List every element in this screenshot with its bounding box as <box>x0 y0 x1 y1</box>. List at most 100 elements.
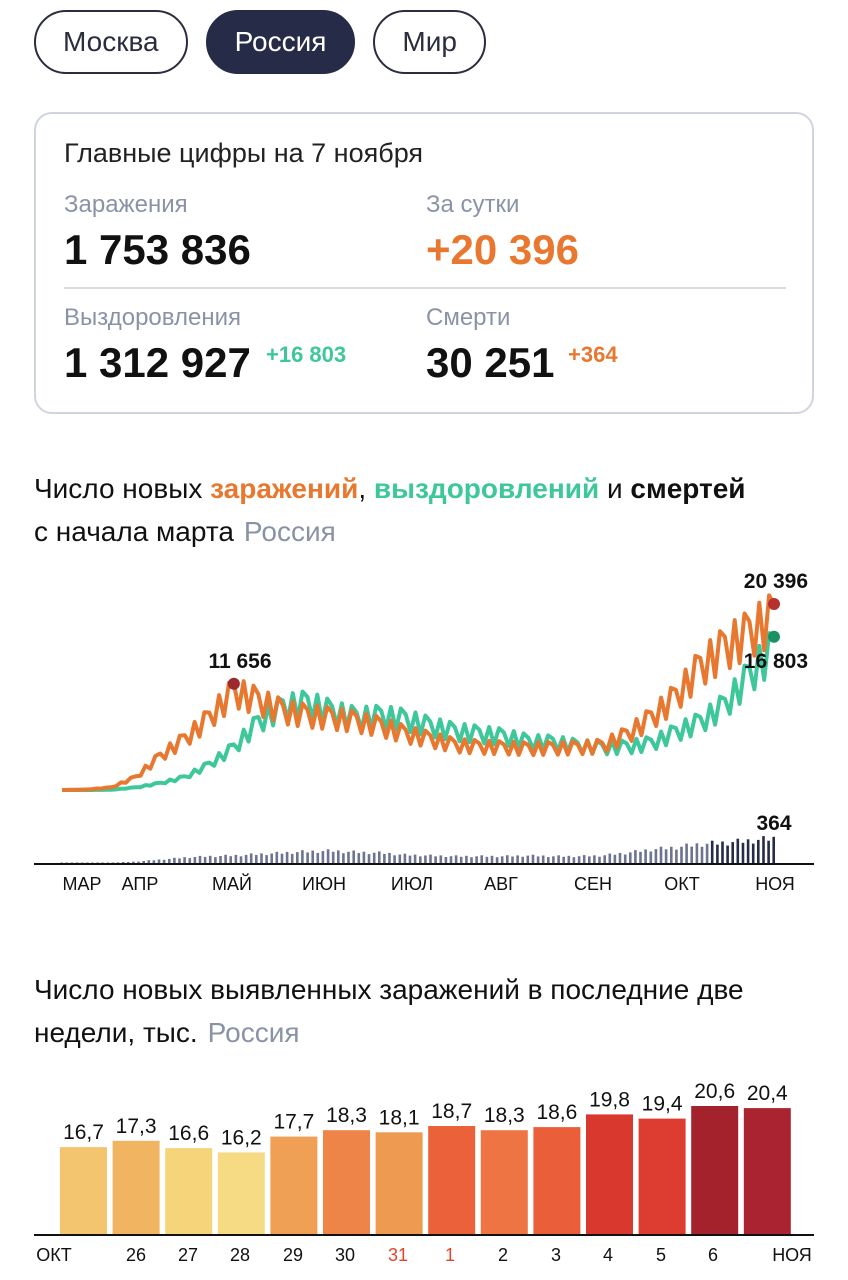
date-label: 27 <box>178 1245 198 1265</box>
month-label: АПР <box>122 874 159 894</box>
death-bar <box>393 855 396 863</box>
date-label: 2 <box>498 1245 508 1265</box>
death-bar <box>680 846 683 863</box>
death-bar <box>424 855 427 863</box>
infections-value: 1 753 836 <box>64 226 251 273</box>
bars <box>60 1106 791 1234</box>
bar-value-label: 16,7 <box>63 1121 104 1144</box>
death-bar <box>710 840 714 863</box>
death-bar <box>183 857 186 863</box>
death-bar <box>603 855 606 863</box>
daily-label: За сутки <box>426 191 520 218</box>
death-bar <box>121 862 125 863</box>
bar-value-label: 20,4 <box>747 1082 788 1105</box>
death-bar <box>618 852 622 863</box>
death-bar <box>772 836 775 864</box>
death-bar <box>757 839 760 863</box>
death-bar <box>562 856 565 864</box>
death-bar <box>311 850 314 863</box>
death-bar <box>106 862 110 863</box>
bar <box>270 1136 318 1234</box>
death-bar <box>219 856 222 863</box>
date-label: 6 <box>708 1245 718 1265</box>
death-bar <box>280 853 284 863</box>
bar <box>743 1108 791 1234</box>
tab-russia[interactable]: Россия <box>205 10 356 74</box>
tab-moscow[interactable]: Москва <box>34 10 188 74</box>
death-bar <box>290 853 294 863</box>
recoveries-delta: +16 803 <box>266 342 347 367</box>
month-label: СЕН <box>574 874 612 894</box>
month-label: ИЮЛ <box>391 874 433 894</box>
death-bar <box>767 840 770 863</box>
recoveries-end-marker <box>768 630 780 643</box>
death-bar <box>531 854 535 863</box>
death-bar <box>506 855 509 863</box>
date-label: 5 <box>656 1245 666 1265</box>
death-bar <box>96 862 99 863</box>
chart1-region: Россия <box>243 516 336 547</box>
death-bar <box>664 849 668 863</box>
death-bar <box>629 852 632 863</box>
bar-value-label: 16,2 <box>221 1126 262 1149</box>
chart2-title: Число новых выявленных заражений в после… <box>34 968 824 1054</box>
summary-card: Главные цифры на 7 ноября Заражения 1 75… <box>34 112 814 414</box>
death-bar <box>695 843 699 863</box>
month-label: ИЮН <box>302 874 346 894</box>
death-bar <box>372 852 376 863</box>
death-bar <box>413 854 417 863</box>
summary-divider <box>64 287 786 289</box>
deaths-end-label: 364 <box>756 812 791 835</box>
death-bar <box>234 854 238 863</box>
death-bar <box>685 843 688 863</box>
bar <box>586 1114 633 1234</box>
death-bar <box>162 859 166 863</box>
chart1-title-part1: Число новых <box>34 473 203 504</box>
death-bar <box>536 856 540 863</box>
death-bar <box>751 843 755 863</box>
death-bar <box>511 856 514 863</box>
death-bar <box>731 842 734 863</box>
death-bar <box>316 852 320 863</box>
death-bar <box>398 854 402 863</box>
death-bar <box>726 845 729 863</box>
death-bar <box>736 838 740 863</box>
death-bar <box>500 856 504 863</box>
death-bar <box>521 856 524 863</box>
bar <box>375 1132 423 1234</box>
death-bar <box>70 862 74 863</box>
death-bar <box>208 855 212 863</box>
chart1-title-and: и <box>606 473 623 504</box>
month-label: МАЙ <box>212 873 252 894</box>
bar-value-label: 17,7 <box>273 1111 314 1134</box>
death-bar <box>634 850 637 863</box>
death-bar <box>746 839 750 863</box>
death-bar <box>198 855 202 863</box>
chart1-title-deaths: смертей <box>630 473 746 504</box>
death-bar <box>459 856 463 864</box>
tab-world[interactable]: Мир <box>373 10 486 74</box>
bar <box>165 1148 213 1234</box>
bar-value-label: 20,6 <box>694 1080 735 1103</box>
bar-value-label: 18,3 <box>326 1104 367 1127</box>
deaths-delta: +364 <box>568 342 618 367</box>
death-bar <box>326 849 330 863</box>
death-bar <box>705 843 709 863</box>
month-label: АВГ <box>484 874 518 894</box>
infections-end-marker <box>768 598 780 610</box>
death-bar <box>214 857 217 863</box>
death-bar <box>224 854 227 863</box>
bar <box>638 1118 686 1234</box>
death-bar <box>613 854 617 863</box>
death-bar <box>588 856 591 863</box>
death-bar <box>644 849 647 863</box>
cases-line-chart: 11 656 20 396 16 803 364 МАР АПР МАЙ ИЮН ИЮЛ… <box>34 570 814 894</box>
death-bar <box>567 855 571 863</box>
infections-label: Заражения <box>64 191 188 218</box>
death-bar <box>362 851 366 863</box>
recoveries-value: 1 312 927 <box>64 339 251 386</box>
death-bar <box>721 841 724 863</box>
bar-value-label: 17,3 <box>116 1115 157 1138</box>
bar-value-label: 18,3 <box>484 1104 525 1127</box>
death-bar <box>65 862 69 863</box>
